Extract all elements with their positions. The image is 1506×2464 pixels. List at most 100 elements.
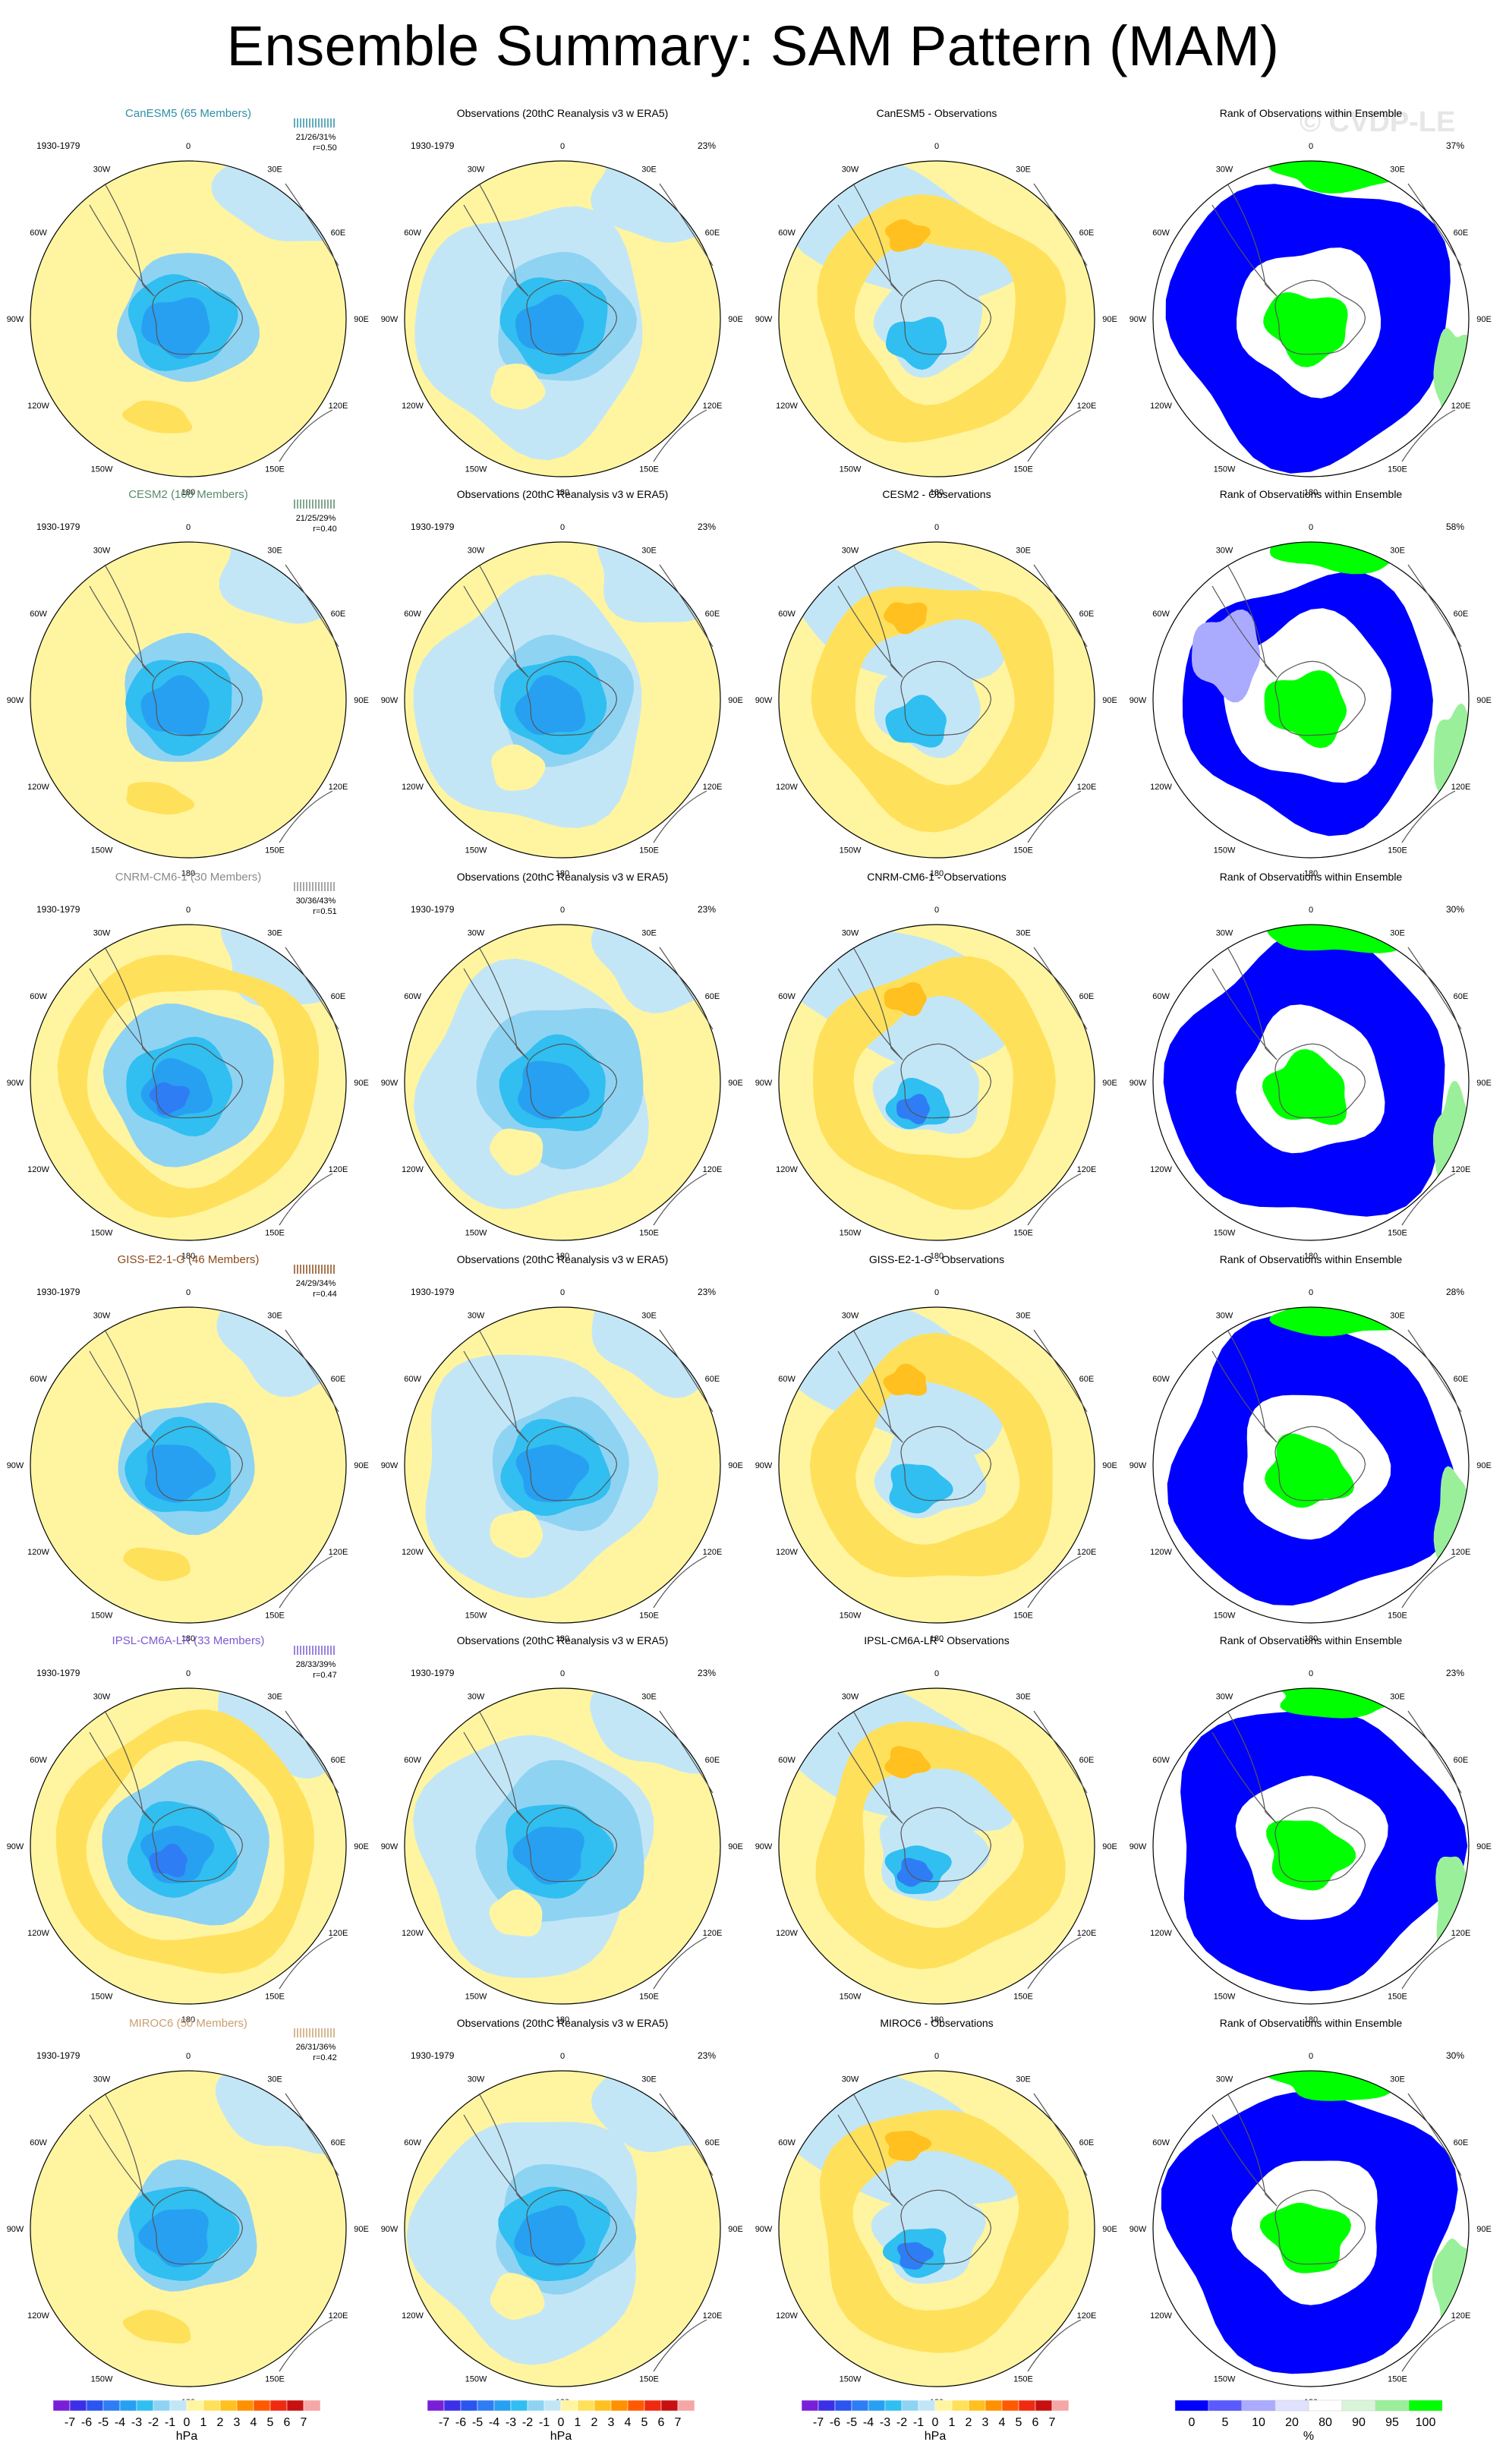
longitude-label: 90W: [1130, 1461, 1147, 1470]
colorbar-tick-label: -7: [813, 2416, 824, 2429]
negative-anomaly-region: [512, 1826, 584, 1885]
longitude-label: 90W: [755, 1461, 773, 1470]
colorbar-swatch: [884, 2399, 903, 2412]
difference-title: CanESM5 - Observations: [877, 107, 997, 119]
colorbar-tick-label: 0: [558, 2416, 565, 2429]
colorbar-tick-label: -2: [896, 2416, 907, 2429]
longitude-label: 180: [1304, 869, 1318, 878]
colorbar-tick-label: 0: [932, 2416, 939, 2429]
map-panel-diff-r4: 0 30E 60E 90E 120E 150E 180 150W 120W 90W 60W 30W: [755, 1669, 1117, 2024]
low-rank-ring: [1180, 1710, 1468, 1992]
map-panel-rank-r3: 0 30E 60E 90E 120E 150E 180 150W 120W 90W 60W 30W: [1130, 1288, 1492, 1643]
longitude-label: 180: [930, 869, 944, 878]
map-border: [778, 160, 1095, 477]
rank-percent: 23%: [1446, 1668, 1464, 1678]
longitude-label: 120E: [1077, 1929, 1097, 1938]
colorbar-tick-label: 6: [1032, 2416, 1039, 2429]
colorbar-swatch: [303, 2399, 321, 2412]
longitude-label: 120E: [1451, 783, 1471, 792]
longitude-label: 30W: [842, 1312, 859, 1321]
colorbar-tick-label: 1: [200, 2416, 207, 2429]
map-panel-diff-r1: 0 30E 60E 90E 120E 150E 180 150W 120W 90W 60W 30W: [755, 523, 1117, 878]
longitude-label: 30E: [1016, 929, 1031, 938]
map-border: [30, 924, 347, 1241]
negative-anomaly-region: [885, 695, 947, 748]
high-rank-region: [1276, 1688, 1423, 1719]
longitude-label: 90W: [7, 696, 24, 705]
longitude-label: 90E: [1102, 696, 1117, 705]
colorbar-tick-label: -4: [863, 2416, 874, 2429]
longitude-label: 150E: [1388, 465, 1407, 474]
colorbar-swatch: [644, 2399, 662, 2412]
longitude-label: 120E: [703, 1165, 723, 1174]
high-rank-region: [1264, 670, 1347, 748]
longitude-label: 30W: [468, 165, 485, 175]
period-label: 1930-1979: [411, 2050, 455, 2061]
africa-outline: [1033, 183, 1088, 266]
africa-outline: [285, 183, 339, 266]
longitude-label: 90E: [1476, 1842, 1492, 1851]
longitude-label: 0: [934, 523, 939, 532]
longitude-label: 90W: [7, 1079, 24, 1088]
longitude-label: 60E: [705, 1756, 720, 1765]
map-panel-obs-r2: 0 30E 60E 90E 120E 150E 180 150W 120W 90W 60W 30W: [381, 906, 743, 1261]
longitude-label: 0: [560, 523, 565, 532]
australia-outline: [1027, 1173, 1082, 1226]
africa-outline: [1407, 564, 1462, 648]
negative-anomaly-region: [141, 297, 210, 359]
longitude-label: 60E: [1079, 2138, 1095, 2147]
longitude-label: 0: [560, 2052, 565, 2061]
australia-outline: [279, 1555, 333, 1609]
longitude-label: 30W: [1216, 1693, 1233, 1702]
africa-outline: [659, 2093, 714, 2176]
hpa-colorbar-model: -7 -6 -5 -4 -3 -2 -1 0 1 2 3 4 5 6 7 hPa: [52, 2399, 321, 2443]
longitude-label: 90E: [1102, 1461, 1117, 1470]
longitude-label: 30E: [267, 547, 282, 556]
map-panel-rank-r4: 0 30E 60E 90E 120E 150E 180 150W 120W 90W 60W 30W: [1130, 1669, 1492, 2024]
antarctica-outline: [1274, 1043, 1366, 1119]
longitude-label: 120W: [1150, 1165, 1172, 1174]
longitude-label: 150E: [1013, 1611, 1033, 1620]
longitude-label: 120W: [27, 1165, 49, 1174]
longitude-label: 60W: [30, 992, 47, 1001]
rank-title: Rank of Observations within Ensemble: [1220, 488, 1403, 500]
south-america-outline: [837, 1329, 903, 1443]
longitude-label: 120E: [1451, 1548, 1471, 1557]
map-panel-obs-r1: 0 30E 60E 90E 120E 150E 180 150W 120W 90W 60W 30W: [381, 523, 743, 878]
longitude-label: 60W: [778, 2138, 796, 2147]
colorbar-tick-label: 5: [267, 2416, 274, 2429]
australia-outline: [653, 2319, 707, 2372]
longitude-label: 150E: [639, 465, 659, 474]
colorbar-swatch: [69, 2399, 87, 2412]
longitude-label: 150E: [1388, 1992, 1407, 2001]
map-panel-model-r4: 0 30E 60E 90E 120E 150E 180 150W 120W 90W 60W 30W: [7, 1669, 369, 2024]
longitude-label: 150E: [265, 465, 285, 474]
australia-outline: [653, 1555, 707, 1609]
australia-outline: [1401, 1936, 1456, 1990]
colorbar-swatch: [934, 2399, 953, 2412]
australia-outline: [279, 1173, 333, 1226]
colorbar-swatch: [1274, 2399, 1309, 2412]
south-america-outline: [1211, 2093, 1278, 2207]
longitude-label: 30E: [267, 929, 282, 938]
longitude-label: 90W: [755, 2225, 773, 2234]
positive-anomaly-region: [121, 400, 193, 433]
antarctica-outline: [526, 1426, 618, 1501]
map-panel-obs-r4: 0 30E 60E 90E 120E 150E 180 150W 120W 90W 60W 30W: [381, 1669, 743, 2024]
longitude-label: 120W: [776, 783, 798, 792]
map-panel-model-r3: 0 30E 60E 90E 120E 150E 180 150W 120W 90W 60W 30W: [7, 1288, 369, 1643]
colorbar-swatch: [851, 2399, 869, 2412]
obs-percent: 23%: [698, 1668, 716, 1678]
antarctica-outline: [1274, 1807, 1366, 1883]
colorbar-swatch: [818, 2399, 836, 2412]
period-label: 1930-1979: [411, 521, 455, 532]
positive-anomaly-region: [490, 1128, 543, 1176]
longitude-label: 150E: [639, 1228, 659, 1237]
longitude-label: 30W: [93, 547, 111, 556]
colorbar-tick-label: -6: [830, 2416, 840, 2429]
negative-anomaly-region: [138, 2209, 209, 2267]
pattern-stats: 26/31/36%: [296, 2043, 336, 2052]
south-america-outline: [837, 1710, 903, 1824]
